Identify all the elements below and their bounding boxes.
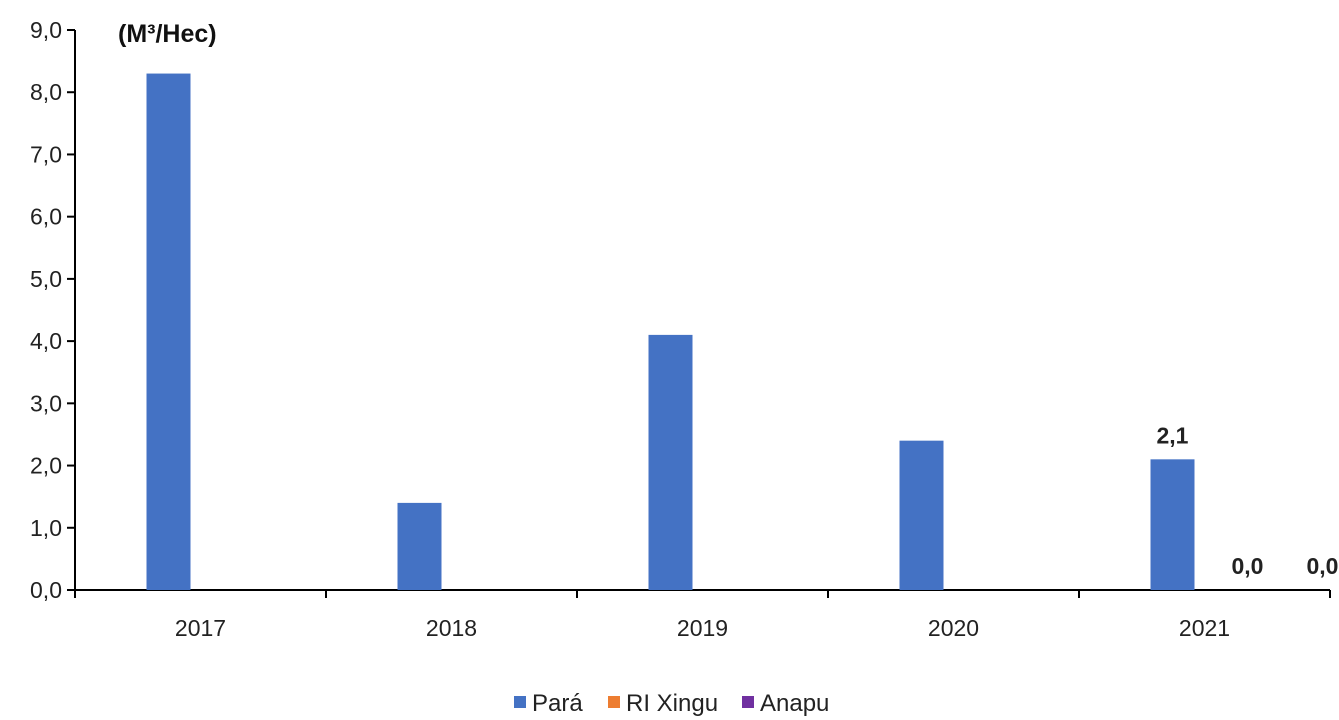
axes [74,30,1330,591]
y-tick-label: 6,0 [30,204,62,230]
x-tick-label: 2020 [928,615,979,641]
data-labels: 2,1 0,0 0,0 [1157,422,1339,579]
y-tick-label: 8,0 [30,79,62,105]
x-tick-label: 2019 [677,615,728,641]
legend-label: RI Xingu [626,690,718,717]
x-axis-ticks: 2017 2018 2019 2020 2021 [74,590,1331,641]
bar [146,73,191,591]
data-label: 2,1 [1157,422,1189,448]
y-tick-label: 0,0 [30,577,62,603]
legend-swatch [514,696,526,708]
y-axis-ticks: 0,0 1,0 2,0 3,0 4,0 5,0 6,0 7,0 8,0 9,0 [30,17,75,603]
y-tick-label: 7,0 [30,141,62,167]
data-label: 0,0 [1232,553,1264,579]
bar [648,334,693,590]
legend-swatch [608,696,620,708]
y-unit-label: (M³/Hec) [118,20,217,48]
y-tick-label: 5,0 [30,266,62,292]
y-tick-label: 9,0 [30,17,62,43]
x-tick-label: 2018 [426,615,477,641]
legend-label: Pará [532,690,583,717]
bars [146,73,1195,591]
x-tick-label: 2017 [175,615,226,641]
legend-label: Anapu [760,690,829,717]
data-label: 0,0 [1307,553,1339,579]
y-tick-label: 2,0 [30,453,62,479]
legend: Pará RI Xingu Anapu [514,690,829,717]
y-tick-label: 4,0 [30,328,62,354]
y-tick-label: 1,0 [30,515,62,541]
x-tick-label: 2021 [1179,615,1230,641]
bar [899,440,944,590]
legend-swatch [742,696,754,708]
y-tick-label: 3,0 [30,390,62,416]
bar [397,502,442,590]
bar [1150,459,1195,590]
